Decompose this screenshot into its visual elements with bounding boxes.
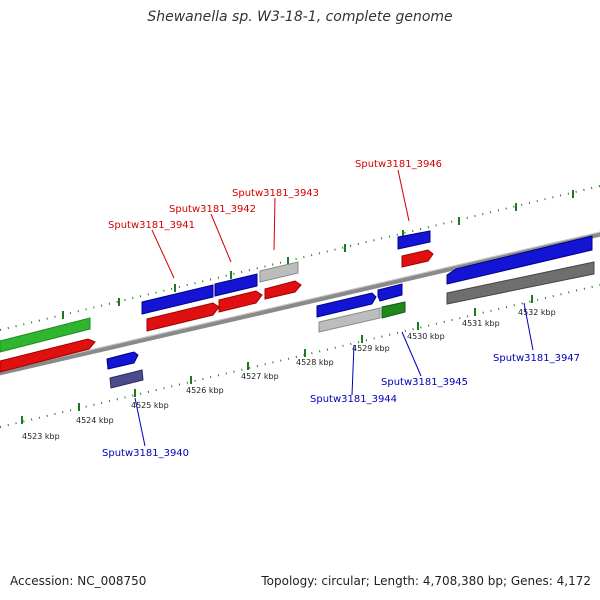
cds-3941-red (146, 302, 220, 332)
kbp-label: 4527 kbp (241, 372, 279, 381)
cds-3942-red (218, 290, 263, 313)
cds-red-left (0, 338, 96, 373)
leader-3942 (210, 213, 232, 263)
leader-3940 (134, 397, 146, 447)
leader-3945 (401, 331, 422, 377)
cds-3947-darkgray (446, 261, 595, 305)
leader-3946 (397, 169, 410, 222)
accession-label: Accession: NC_008750 (10, 574, 147, 588)
cds-3944-gray (318, 307, 381, 333)
kbp-label: 4529 kbp (352, 344, 390, 353)
map-title: Shewanella sp. W3-18-1, complete genome (147, 9, 453, 25)
topology-label: Topology: circular; Length: 4,708,380 bp… (261, 574, 591, 588)
cds-green-left (0, 317, 91, 353)
leader-3947 (523, 302, 534, 351)
cds-3943-red (264, 280, 302, 300)
cds-3947-blue (446, 235, 593, 285)
inner-major-ticks (21, 295, 533, 424)
cds-3945-green (381, 301, 406, 319)
cds-3945-blue (377, 283, 403, 302)
cds-3941-blue (141, 284, 214, 315)
leader-3941 (151, 229, 175, 279)
gene-label-3946: Sputw3181_3946 (355, 159, 442, 170)
kbp-label: 4524 kbp (76, 416, 114, 425)
kbp-label: 4523 kbp (22, 432, 60, 441)
gene-label-3945: Sputw3181_3945 (381, 377, 468, 388)
cds-3940-blue (106, 351, 139, 370)
genome-backbone (0, 231, 600, 376)
cds-3943-gray (259, 261, 299, 283)
cds-3942-blue (214, 273, 258, 297)
kbp-label: 4530 kbp (407, 332, 445, 341)
gene-label-3941: Sputw3181_3941 (108, 220, 195, 231)
cds-3944-blue (316, 292, 377, 318)
gene-label-3943: Sputw3181_3943 (232, 188, 319, 199)
gene-label-3942: Sputw3181_3942 (169, 204, 256, 215)
kbp-label: 4525 kbp (131, 401, 169, 410)
cds-3940-navy (109, 369, 144, 389)
gene-label-3940: Sputw3181_3940 (102, 448, 189, 459)
leader-3944 (351, 344, 355, 396)
kbp-label: 4528 kbp (296, 358, 334, 367)
leader-3943 (273, 197, 276, 251)
kbp-label: 4531 kbp (462, 319, 500, 328)
kbp-label: 4526 kbp (186, 386, 224, 395)
cds-3946-blue (397, 230, 431, 250)
gene-label-3944: Sputw3181_3944 (310, 394, 397, 405)
gene-label-3947: Sputw3181_3947 (493, 353, 580, 364)
genome-backbone-highlight (0, 231, 600, 372)
kbp-label: 4532 kbp (518, 308, 556, 317)
cds-3946-red (401, 249, 434, 268)
